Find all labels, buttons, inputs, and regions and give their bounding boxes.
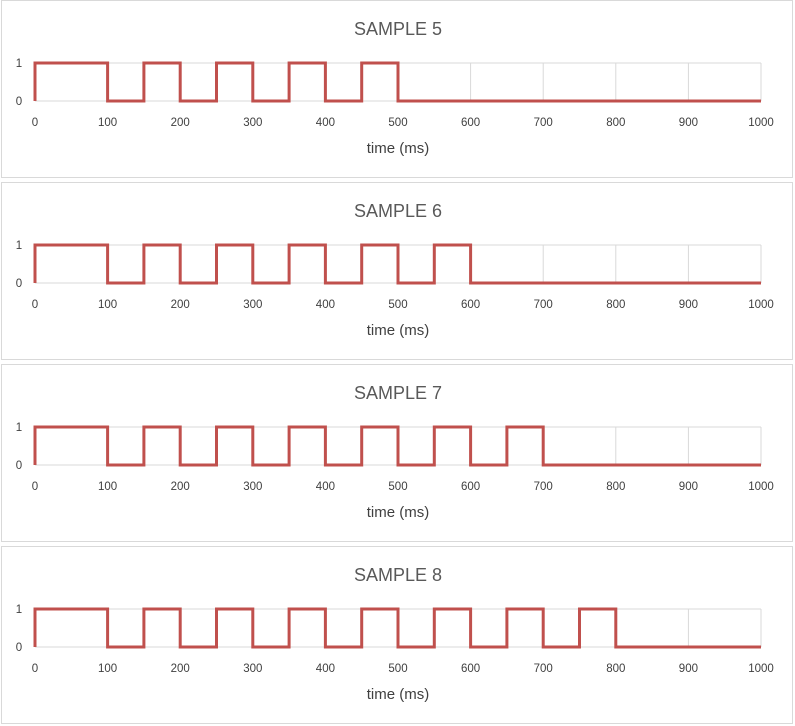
y-tick-label: 0 (16, 96, 22, 108)
x-tick-label: 500 (388, 663, 407, 675)
x-tick-label: 400 (316, 481, 335, 493)
chart-sample-6: SAMPLE 6 0 100 200 300 400 500 600 700 800 900 1000… (16, 201, 774, 339)
x-tick-label: 600 (461, 117, 480, 129)
x-tick-label: 0 (32, 299, 38, 311)
x-tick-label: 300 (243, 481, 262, 493)
x-tick-label: 300 (243, 663, 262, 675)
x-axis-label: time (ms) (367, 504, 430, 521)
x-axis-label: time (ms) (367, 686, 430, 703)
x-tick-label: 100 (98, 299, 117, 311)
chart-title: SAMPLE 6 (354, 201, 442, 221)
y-tick-label: 1 (16, 604, 22, 616)
x-tick-label: 400 (316, 663, 335, 675)
x-tick-label: 200 (171, 481, 190, 493)
chart-panel-sample-5: SAMPLE 5 0 100 200 300 400 500 600 700 800 900 1000… (1, 0, 793, 178)
x-tick-label: 1000 (748, 299, 774, 311)
x-tick-label: 900 (679, 663, 698, 675)
x-tick-label: 800 (606, 117, 625, 129)
x-tick-label: 100 (98, 481, 117, 493)
x-tick-label: 300 (243, 299, 262, 311)
series-line (33, 243, 761, 285)
x-tick-label: 300 (243, 117, 262, 129)
x-tick-label: 700 (534, 663, 553, 675)
x-tick-label: 900 (679, 481, 698, 493)
chart-sample-8: SAMPLE 8 0 100 200 300 400 500 600 700 800 900 1000… (16, 565, 774, 703)
y-tick-label: 0 (16, 642, 22, 654)
x-axis-label: time (ms) (367, 140, 430, 157)
y-tick-label: 0 (16, 460, 22, 472)
series-line (33, 61, 761, 103)
y-tick-label: 1 (16, 422, 22, 434)
chart-panel-sample-7: SAMPLE 7 0 100 200 300 400 500 600 700 800 900 1000… (1, 364, 793, 542)
x-tick-label: 500 (388, 299, 407, 311)
x-tick-label: 500 (388, 481, 407, 493)
x-tick-label: 800 (606, 299, 625, 311)
series-line (33, 425, 761, 467)
x-tick-label: 800 (606, 663, 625, 675)
chart-sample-7: SAMPLE 7 0 100 200 300 400 500 600 700 800 900 1000… (16, 383, 774, 521)
x-tick-label: 500 (388, 117, 407, 129)
x-tick-label: 900 (679, 299, 698, 311)
x-tick-label: 400 (316, 299, 335, 311)
series-line (33, 607, 761, 649)
chart-sample-5: SAMPLE 5 0 100 200 300 400 500 600 700 800 900 1000… (16, 19, 774, 157)
x-tick-label: 1000 (748, 663, 774, 675)
x-tick-label: 1000 (748, 481, 774, 493)
y-tick-label: 0 (16, 278, 22, 290)
x-tick-label: 200 (171, 117, 190, 129)
chart-title: SAMPLE 8 (354, 565, 442, 585)
x-tick-label: 700 (534, 117, 553, 129)
chart-title: SAMPLE 7 (354, 383, 442, 403)
chart-panel-sample-6: SAMPLE 6 0 100 200 300 400 500 600 700 800 900 1000… (1, 182, 793, 360)
x-tick-label: 700 (534, 299, 553, 311)
x-tick-label: 100 (98, 117, 117, 129)
x-tick-label: 400 (316, 117, 335, 129)
x-tick-label: 0 (32, 117, 38, 129)
x-tick-label: 600 (461, 663, 480, 675)
y-tick-label: 1 (16, 58, 22, 70)
x-tick-label: 600 (461, 481, 480, 493)
x-tick-label: 100 (98, 663, 117, 675)
x-tick-label: 0 (32, 663, 38, 675)
y-tick-label: 1 (16, 240, 22, 252)
chart-panel-sample-8: SAMPLE 8 0 100 200 300 400 500 600 700 800 900 1000… (1, 546, 793, 724)
x-tick-label: 200 (171, 299, 190, 311)
x-tick-label: 700 (534, 481, 553, 493)
x-tick-label: 800 (606, 481, 625, 493)
x-axis-label: time (ms) (367, 322, 430, 339)
x-tick-label: 200 (171, 663, 190, 675)
x-tick-label: 0 (32, 481, 38, 493)
x-tick-label: 900 (679, 117, 698, 129)
x-tick-label: 1000 (748, 117, 774, 129)
chart-title: SAMPLE 5 (354, 19, 442, 39)
x-tick-label: 600 (461, 299, 480, 311)
